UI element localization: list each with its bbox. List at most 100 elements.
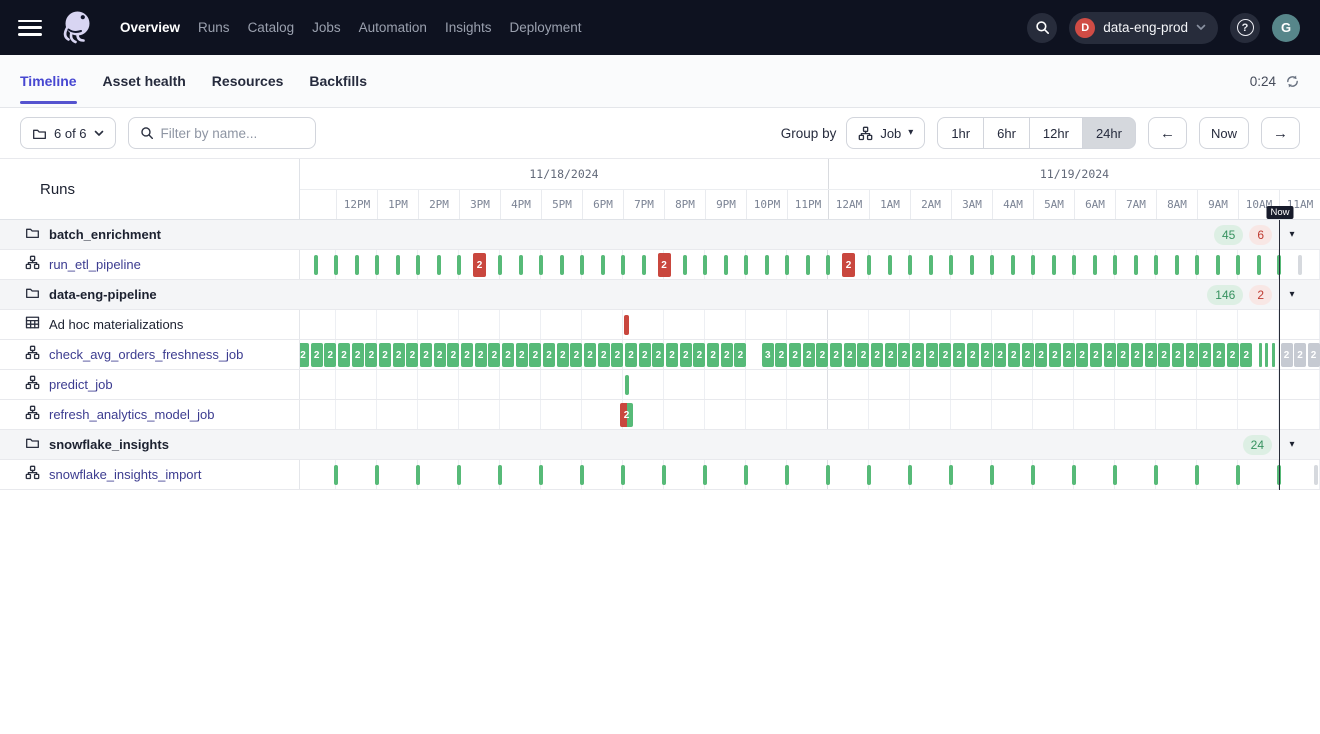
run-mark-box[interactable]: 2	[1212, 343, 1225, 367]
run-mark-box[interactable]: 2	[1035, 343, 1048, 367]
run-mark-tick[interactable]	[702, 465, 707, 485]
run-mark-box[interactable]: 2	[830, 343, 843, 367]
nav-item-deployment[interactable]: Deployment	[509, 20, 582, 35]
run-mark-box[interactable]: 2	[310, 343, 323, 367]
run-mark-tick[interactable]	[908, 255, 912, 275]
run-mark-tick[interactable]	[333, 465, 338, 485]
collapse-caret-icon[interactable]: ▾	[1289, 289, 1295, 300]
run-mark-tick[interactable]	[1236, 255, 1240, 275]
run-mark-box[interactable]: 2	[1089, 343, 1102, 367]
run-mark-tick[interactable]	[661, 465, 666, 485]
run-mark-box[interactable]: 2	[543, 343, 556, 367]
run-mark-box[interactable]: 2	[652, 343, 665, 367]
run-mark-tick[interactable]	[436, 255, 441, 275]
run-mark-tick[interactable]	[784, 465, 789, 485]
run-mark-box[interactable]: 2	[529, 343, 542, 367]
run-mark-box[interactable]: 2	[324, 343, 337, 367]
run-mark-box[interactable]: 2	[406, 343, 419, 367]
run-mark-bar[interactable]	[1271, 343, 1275, 367]
run-mark-tick[interactable]	[1133, 255, 1138, 275]
run-mark-tick[interactable]	[989, 465, 994, 485]
run-mark-box[interactable]: 2	[884, 343, 897, 367]
run-mark-box[interactable]: 2	[392, 343, 405, 367]
run-mark-tick[interactable]	[1256, 255, 1261, 275]
group-by-select[interactable]: Job ▾	[846, 117, 926, 149]
run-mark-tick[interactable]	[1010, 255, 1015, 275]
run-mark-redbox[interactable]: 2	[657, 253, 671, 277]
row-label[interactable]: snowflake_insights_import	[49, 467, 202, 482]
run-mark-tick[interactable]	[867, 255, 871, 275]
help-icon[interactable]: ?	[1230, 12, 1260, 43]
run-mark-redbox[interactable]: 2	[842, 253, 855, 277]
run-mark-box[interactable]: 2	[666, 343, 679, 367]
run-mark-box[interactable]: 2	[980, 343, 993, 367]
run-mark-tick[interactable]	[539, 255, 543, 275]
run-mark-tick[interactable]	[621, 255, 625, 275]
run-mark-tick[interactable]	[682, 255, 687, 275]
run-mark-tick[interactable]	[1072, 255, 1076, 275]
run-mark-tick[interactable]	[1031, 255, 1035, 275]
collapse-caret-icon[interactable]: ▾	[1289, 439, 1295, 450]
run-mark-box[interactable]: 2	[1117, 343, 1130, 367]
name-filter-input[interactable]	[160, 125, 301, 141]
run-mark-box[interactable]: 2	[939, 343, 952, 367]
timeline-now-button[interactable]: Now	[1198, 117, 1249, 149]
run-mark-box[interactable]: 2	[474, 343, 487, 367]
run-mark-tick[interactable]	[1235, 465, 1240, 485]
run-mark-tick[interactable]	[559, 255, 564, 275]
nav-item-jobs[interactable]: Jobs	[312, 20, 341, 35]
run-mark-tickgray[interactable]	[1314, 465, 1318, 485]
run-mark-box[interactable]: 2	[912, 343, 925, 367]
run-mark-tick[interactable]	[395, 255, 400, 275]
run-mark-tick[interactable]	[1153, 465, 1158, 485]
run-mark-box[interactable]: 2	[461, 343, 474, 367]
nav-item-catalog[interactable]: Catalog	[247, 20, 295, 35]
run-mark-redbox[interactable]: 2	[473, 253, 486, 277]
run-mark-box[interactable]: 2	[351, 343, 364, 367]
nav-item-runs[interactable]: Runs	[198, 20, 230, 35]
hamburger-menu-icon[interactable]	[18, 19, 42, 36]
run-mark-box[interactable]: 3	[761, 343, 774, 367]
run-mark-box[interactable]: 2	[1185, 343, 1198, 367]
run-mark-box[interactable]: 2	[1076, 343, 1089, 367]
group-row[interactable]: snowflake_insights 24 ▾	[0, 430, 1320, 460]
search-icon[interactable]	[1027, 12, 1058, 43]
run-mark-tick[interactable]	[744, 255, 748, 275]
run-mark-tick[interactable]	[538, 465, 543, 485]
run-mark-tick[interactable]	[579, 465, 584, 485]
run-mark-tick[interactable]	[785, 255, 789, 275]
run-mark-tick[interactable]	[497, 465, 502, 485]
run-mark-box[interactable]: 2	[300, 343, 309, 367]
row-label[interactable]: run_etl_pipeline	[49, 257, 141, 272]
run-mark-tick[interactable]	[580, 255, 584, 275]
run-mark-box[interactable]: 2	[1144, 343, 1157, 367]
run-mark-box[interactable]: 2	[433, 343, 446, 367]
run-mark-box[interactable]: 2	[379, 343, 392, 367]
timeline-next-button[interactable]: →	[1261, 117, 1300, 149]
run-mark-tick[interactable]	[948, 465, 953, 485]
run-mark-tick[interactable]	[703, 255, 707, 275]
run-mark-box[interactable]: 2	[584, 343, 597, 367]
run-mark-tick[interactable]	[1030, 465, 1035, 485]
run-mark-tick[interactable]	[743, 465, 748, 485]
run-mark-tick[interactable]	[990, 255, 994, 275]
run-mark-tick[interactable]	[1215, 255, 1220, 275]
run-mark-box[interactable]: 2	[1226, 343, 1239, 367]
folder-filter-button[interactable]: 6 of 6	[20, 117, 116, 149]
run-mark-tick[interactable]	[624, 375, 629, 395]
run-mark-tick[interactable]	[1276, 465, 1281, 485]
run-mark-box[interactable]: 2	[720, 343, 733, 367]
run-mark-box[interactable]: 2	[1240, 343, 1253, 367]
run-mark-box[interactable]: 2	[871, 343, 884, 367]
run-mark-box[interactable]: 2	[857, 343, 870, 367]
tab-timeline[interactable]: Timeline	[20, 55, 77, 107]
run-mark-box[interactable]: 2	[502, 343, 515, 367]
run-mark-tick[interactable]	[1092, 255, 1097, 275]
run-mark-tick[interactable]	[620, 465, 625, 485]
run-mark-tick[interactable]	[375, 255, 379, 275]
tab-asset-health[interactable]: Asset health	[102, 73, 186, 89]
nav-item-overview[interactable]: Overview	[120, 20, 181, 35]
run-mark-box[interactable]: 2	[625, 343, 638, 367]
run-mark-tick[interactable]	[949, 255, 953, 275]
timeline-prev-button[interactable]: ←	[1147, 117, 1187, 149]
